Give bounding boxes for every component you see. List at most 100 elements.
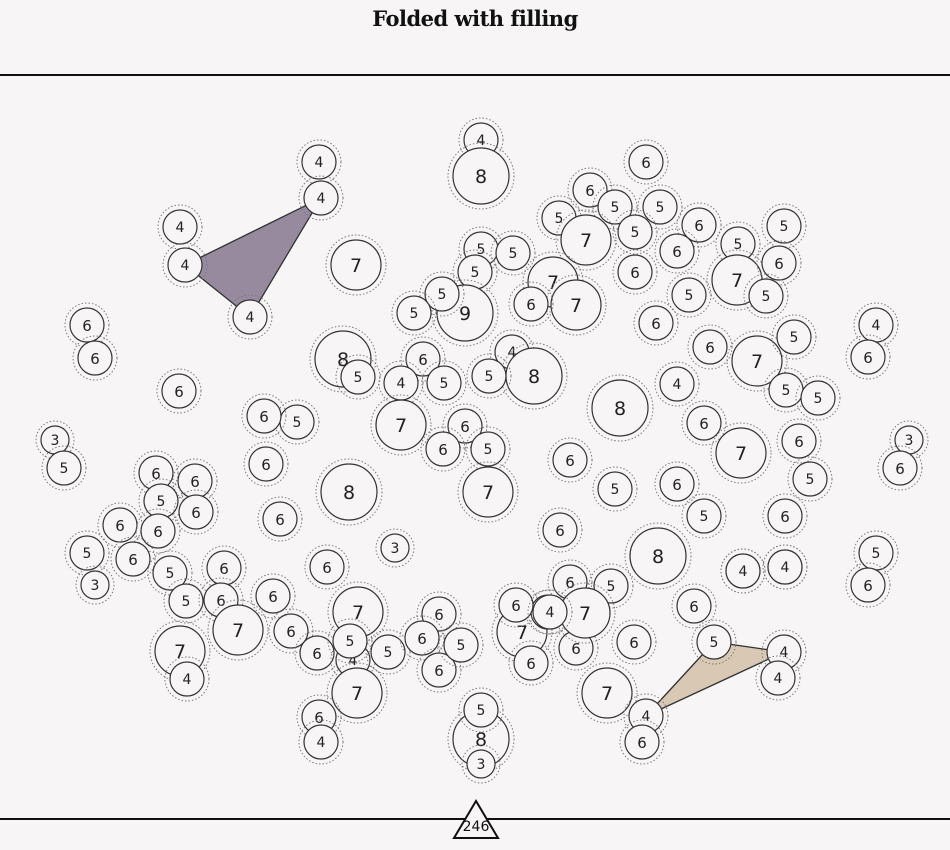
node-disc[interactable] xyxy=(303,724,339,760)
node-36[interactable]: 6 xyxy=(72,335,118,381)
node-25[interactable]: 5 xyxy=(666,272,712,318)
node-101[interactable]: 5 xyxy=(327,618,373,664)
node-89[interactable]: 6 xyxy=(110,536,156,582)
node-59[interactable]: 5 xyxy=(41,445,87,491)
node-disc[interactable] xyxy=(696,624,732,660)
node-disc[interactable] xyxy=(426,365,462,401)
node-disc[interactable] xyxy=(340,359,376,395)
node-disc[interactable] xyxy=(767,549,803,585)
node-107[interactable]: 5 xyxy=(438,622,484,668)
node-24[interactable]: 5 xyxy=(452,249,498,295)
node-disc[interactable] xyxy=(162,209,198,245)
node-disc[interactable] xyxy=(513,286,549,322)
node-disc[interactable] xyxy=(686,498,722,534)
node-23[interactable]: 6 xyxy=(612,249,658,295)
node-2[interactable]: 4 xyxy=(296,139,342,185)
node-disc[interactable] xyxy=(572,172,608,208)
node-19[interactable]: 7 xyxy=(325,234,387,296)
node-disc[interactable] xyxy=(629,527,687,585)
node-54[interactable]: 7 xyxy=(370,394,432,456)
node-disc[interactable] xyxy=(330,239,382,291)
node-77[interactable]: 6 xyxy=(257,496,303,542)
node-disc[interactable] xyxy=(443,627,479,663)
node-43[interactable]: 5 xyxy=(771,314,817,360)
node-82[interactable]: 8 xyxy=(624,522,692,590)
node-50[interactable]: 6 xyxy=(156,368,202,414)
node-117[interactable]: 6 xyxy=(619,719,665,765)
node-32[interactable]: 6 xyxy=(633,300,679,346)
node-18[interactable]: 4 xyxy=(162,242,208,288)
node-disc[interactable] xyxy=(591,379,649,437)
node-106[interactable]: 6 xyxy=(416,647,462,693)
node-47[interactable]: 4 xyxy=(378,360,424,406)
node-disc[interactable] xyxy=(320,463,378,521)
node-disc[interactable] xyxy=(671,277,707,313)
node-disc[interactable] xyxy=(767,498,803,534)
node-disc[interactable] xyxy=(46,450,82,486)
node-disc[interactable] xyxy=(212,604,264,656)
node-68[interactable]: 5 xyxy=(787,456,833,502)
node-disc[interactable] xyxy=(850,567,886,603)
node-disc[interactable] xyxy=(659,233,695,269)
node-122[interactable]: 4 xyxy=(298,719,344,765)
node-disc[interactable] xyxy=(552,442,588,478)
node-disc[interactable] xyxy=(140,513,176,549)
node-4[interactable]: 6 xyxy=(623,139,669,185)
node-132[interactable]: 4 xyxy=(527,589,573,635)
node-disc[interactable] xyxy=(80,570,110,600)
node-12[interactable]: 5 xyxy=(761,203,807,249)
node-disc[interactable] xyxy=(676,588,712,624)
node-21[interactable]: 6 xyxy=(756,240,802,286)
node-disc[interactable] xyxy=(421,652,457,688)
node-disc[interactable] xyxy=(69,535,105,571)
node-83[interactable]: 5 xyxy=(681,493,727,539)
node-111[interactable]: 6 xyxy=(553,625,599,671)
node-133[interactable]: 4 xyxy=(720,548,766,594)
node-disc[interactable] xyxy=(167,247,203,283)
node-105[interactable]: 6 xyxy=(399,615,445,661)
node-114[interactable]: 6 xyxy=(508,640,554,686)
node-disc[interactable] xyxy=(447,408,483,444)
node-35[interactable]: 4 xyxy=(853,302,899,348)
node-90[interactable]: 6 xyxy=(304,544,350,590)
node-disc[interactable] xyxy=(161,373,197,409)
node-disc[interactable] xyxy=(404,620,440,656)
node-79[interactable]: 6 xyxy=(135,508,181,554)
node-disc[interactable] xyxy=(597,189,633,225)
node-62[interactable]: 7 xyxy=(710,422,772,484)
node-disc[interactable] xyxy=(725,553,761,589)
node-disc[interactable] xyxy=(115,541,151,577)
node-disc[interactable] xyxy=(542,512,578,548)
node-disc[interactable] xyxy=(731,335,783,387)
node-67[interactable]: 6 xyxy=(243,441,289,487)
node-124[interactable]: 5 xyxy=(691,619,737,665)
node-73[interactable]: 5 xyxy=(592,466,638,512)
node-disc[interactable] xyxy=(800,380,836,416)
node-135[interactable]: 4 xyxy=(654,361,700,407)
node-60[interactable]: 6 xyxy=(420,426,466,472)
node-28[interactable]: 7 xyxy=(545,274,607,336)
node-81[interactable]: 6 xyxy=(762,493,808,539)
node-86[interactable]: 5 xyxy=(853,530,899,576)
node-136[interactable]: 5 xyxy=(458,687,504,733)
node-119[interactable]: 6 xyxy=(296,694,342,740)
node-disc[interactable] xyxy=(462,466,514,518)
node-disc[interactable] xyxy=(375,399,427,451)
node-disc[interactable] xyxy=(421,596,457,632)
node-52[interactable]: 5 xyxy=(795,375,841,421)
node-disc[interactable] xyxy=(332,623,368,659)
node-disc[interactable] xyxy=(766,208,802,244)
node-87[interactable]: 6 xyxy=(845,562,891,608)
node-disc[interactable] xyxy=(246,398,282,434)
node-disc[interactable] xyxy=(513,645,549,681)
node-disc[interactable] xyxy=(255,578,291,614)
node-disc[interactable] xyxy=(232,299,268,335)
node-disc[interactable] xyxy=(299,635,335,671)
node-disc[interactable] xyxy=(760,660,796,696)
node-113[interactable]: 6 xyxy=(611,619,657,665)
node-disc[interactable] xyxy=(168,583,204,619)
node-48[interactable]: 5 xyxy=(421,360,467,406)
node-10[interactable]: 5 xyxy=(612,209,658,255)
